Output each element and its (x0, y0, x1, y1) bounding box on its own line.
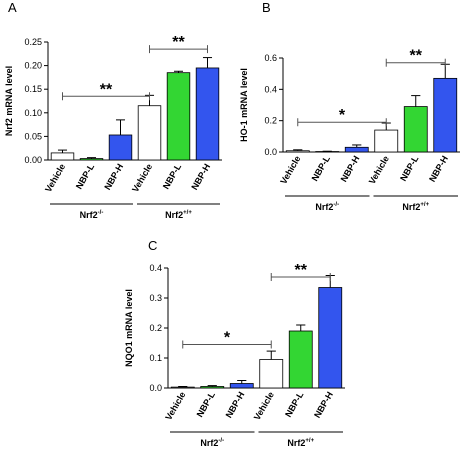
bar (285, 150, 310, 153)
group-sup: -/- (98, 210, 104, 216)
bar (166, 72, 191, 161)
bar (288, 330, 313, 389)
group-label: Nrf2-/- (80, 210, 104, 220)
x-tick-label: NBP-L (195, 390, 218, 419)
panel-letter: C (148, 238, 157, 253)
bar (344, 146, 369, 153)
x-tick-label: Vehicle (367, 154, 391, 186)
significance: ** (295, 262, 308, 279)
bar (50, 152, 75, 161)
x-tick-label: NBP-H (312, 390, 335, 420)
significance: ** (100, 81, 113, 98)
group-sup: +/+ (183, 210, 192, 216)
bar (433, 77, 458, 153)
x-tick-label: NBP-L (283, 390, 306, 419)
bar (79, 158, 104, 161)
y-tick-label: 0.15 (24, 84, 42, 94)
x-tick-label: NBP-L (161, 162, 184, 191)
x-tick-label: NBP-L (310, 154, 333, 183)
y-tick-label: 0.6 (264, 53, 277, 63)
y-tick-label: 0.0 (264, 147, 277, 157)
bar (195, 67, 220, 161)
bar (170, 386, 195, 389)
group-label: Nrf2-/- (200, 438, 224, 448)
y-tick-label: 0.4 (149, 263, 162, 273)
group-name: Nrf2 (315, 202, 333, 212)
y-tick-label: 0.1 (149, 353, 162, 363)
y-tick-label: 0.2 (264, 116, 277, 126)
panel-letter: A (8, 0, 17, 15)
group-label: Nrf2+/+ (165, 210, 192, 220)
group-label: Nrf2-/- (315, 202, 339, 212)
group-sup: -/- (218, 438, 224, 444)
significance: ** (172, 34, 185, 51)
y-tick-label: 0.4 (264, 84, 277, 94)
bar (403, 106, 428, 153)
bar (200, 386, 225, 389)
bar (108, 134, 133, 161)
bar (229, 383, 254, 389)
bar (318, 287, 343, 389)
y-axis-label: HO-1 mRNA level (239, 68, 249, 142)
y-tick-label: 0.00 (24, 155, 42, 165)
y-tick-label: 0.05 (24, 131, 42, 141)
x-tick-label: Vehicle (43, 162, 67, 194)
x-tick-label: NBP-H (427, 154, 450, 184)
group-sup: +/+ (420, 202, 429, 208)
bar (259, 359, 284, 389)
y-tick-label: 0.3 (149, 293, 162, 303)
significance: * (224, 330, 231, 347)
group-name: Nrf2 (165, 210, 183, 220)
x-tick-label: NBP-L (74, 162, 97, 191)
group-name: Nrf2 (80, 210, 98, 220)
x-tick-label: Vehicle (130, 162, 154, 194)
group-label: Nrf2+/+ (402, 202, 429, 212)
group-label: Nrf2+/+ (287, 438, 314, 448)
group-name: Nrf2 (287, 438, 305, 448)
y-tick-label: 0.20 (24, 61, 42, 71)
y-axis-label: NQO1 mRNA level (124, 289, 134, 367)
x-tick-label: NBP-L (398, 154, 421, 183)
x-tick-label: NBP-H (189, 162, 212, 192)
significance: * (339, 107, 346, 124)
x-tick-label: NBP-H (102, 162, 125, 192)
x-tick-label: NBP-H (339, 154, 362, 184)
x-tick-label: Vehicle (163, 390, 187, 422)
group-name: Nrf2 (402, 202, 420, 212)
group-sup: -/- (333, 202, 339, 208)
x-tick-label: Vehicle (252, 390, 276, 422)
bar (137, 105, 162, 161)
y-tick-label: 0.2 (149, 323, 162, 333)
y-tick-label: 0.0 (149, 383, 162, 393)
group-name: Nrf2 (200, 438, 218, 448)
y-tick-label: 0.10 (24, 108, 42, 118)
x-tick-label: NBP-H (224, 390, 247, 420)
y-axis-label: Nrf2 mRNA level (4, 66, 14, 136)
y-tick-label: 0.25 (24, 37, 42, 47)
significance: ** (410, 48, 423, 65)
panel-letter: B (262, 0, 271, 15)
x-tick-label: Vehicle (278, 154, 302, 186)
bar (374, 129, 399, 153)
group-sup: +/+ (305, 438, 314, 444)
